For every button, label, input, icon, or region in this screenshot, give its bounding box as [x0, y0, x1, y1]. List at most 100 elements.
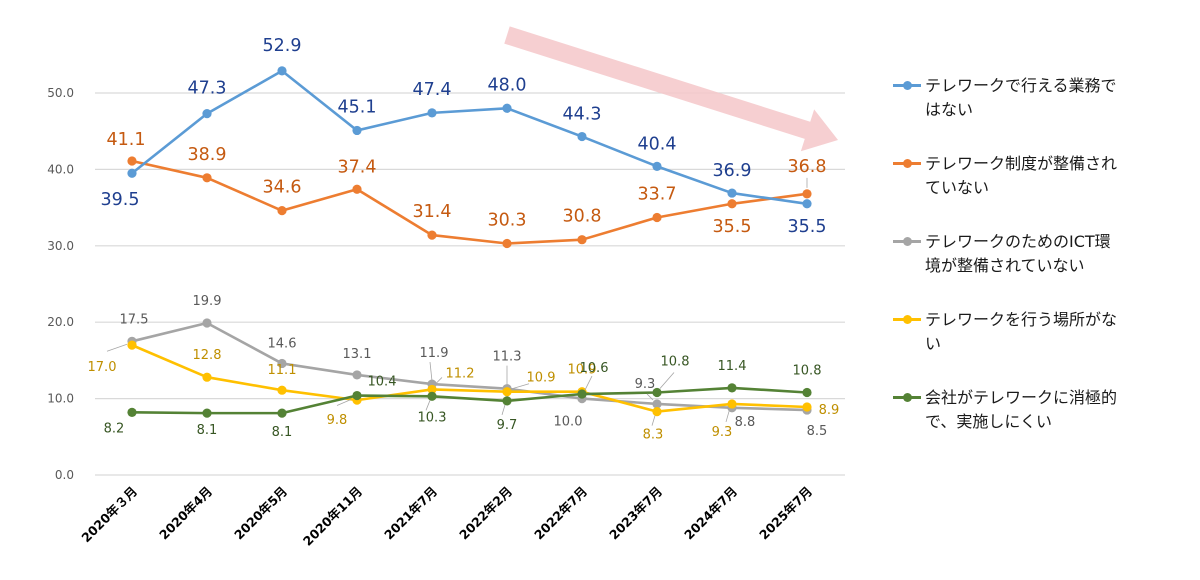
data-label: 47.4	[413, 80, 452, 100]
legend-label: 会社がテレワークに消極的 で、実施しにくい	[925, 388, 1118, 431]
data-label: 10.9	[527, 371, 556, 386]
data-label: 35.5	[713, 217, 752, 237]
data-label: 44.3	[563, 105, 602, 125]
data-label: 39.5	[101, 190, 140, 210]
legend: テレワークで行える業務で はない テレワーク制度が整備され ていない テレワークのた…	[893, 74, 1193, 464]
x-tick-label: 2021年7月	[381, 484, 440, 543]
data-point	[127, 407, 137, 417]
data-point	[502, 238, 512, 249]
x-tick-label: 2020年5月	[231, 484, 290, 543]
data-point	[277, 408, 287, 418]
x-tick-label: 2024年7月	[681, 484, 740, 543]
legend-label: テレワークのためのICT環 境が整備されていない	[925, 232, 1111, 275]
data-label: 11.1	[268, 363, 297, 378]
data-point	[577, 389, 587, 399]
data-label: 45.1	[338, 97, 377, 117]
data-label: 48.0	[488, 75, 527, 95]
legend-key-line-marker-icon	[893, 74, 925, 96]
data-point	[502, 103, 512, 113]
data-label: 11.4	[718, 359, 747, 374]
leader-line	[646, 393, 654, 401]
data-point	[577, 235, 587, 245]
legend-item-no-place[interactable]: テレワークを行う場所がない	[893, 308, 1193, 386]
data-label: 10.9	[568, 363, 597, 378]
data-label: 41.1	[107, 130, 146, 150]
data-label: 11.2	[446, 366, 475, 381]
data-label: 8.2	[104, 421, 125, 436]
gridlines	[95, 92, 845, 476]
x-tick-label: 2020年11月	[300, 484, 365, 549]
data-label: 9.3	[635, 377, 656, 392]
x-axis: 2020年３月 2020年4月 2020年5月 2020年11月 2021年7月 2022…	[78, 484, 815, 549]
leader-line	[336, 399, 352, 406]
data-label: 10.6	[580, 361, 609, 376]
data-label: 9.7	[497, 418, 518, 433]
data-point	[802, 387, 812, 398]
data-point	[727, 188, 737, 198]
data-point	[277, 206, 287, 216]
leader-line	[106, 343, 128, 352]
y-tick-label: 10.0	[47, 392, 74, 406]
data-label: 8.8	[735, 415, 756, 430]
data-label: 12.8	[193, 348, 222, 363]
data-label: 37.4	[338, 157, 377, 177]
leader-line	[435, 377, 443, 384]
data-point	[652, 399, 662, 409]
data-label: 14.6	[268, 336, 297, 351]
data-point	[127, 168, 137, 178]
data-label: 30.8	[563, 207, 602, 227]
legend-key-line-marker-icon	[893, 386, 925, 408]
data-point	[727, 383, 737, 393]
data-point	[277, 66, 287, 76]
trend-arrow-shape	[504, 26, 838, 152]
data-point	[427, 384, 437, 395]
data-label: 34.6	[263, 178, 302, 198]
legend-key-line-marker-icon	[893, 152, 925, 174]
data-label: 8.3	[643, 428, 664, 443]
y-axis: 0.0 10.0 20.0 30.0 40.0 50.0	[47, 86, 74, 482]
data-point	[727, 399, 737, 409]
legend-item-no-ict[interactable]: テレワークのためのICT環 境が整備されていない	[893, 230, 1193, 308]
x-tick-label: 2020年4月	[156, 484, 215, 543]
data-point	[352, 184, 362, 194]
data-point	[577, 131, 587, 142]
data-point	[202, 109, 212, 119]
x-tick-label: 2022年2月	[456, 484, 515, 543]
data-label: 40.4	[638, 134, 677, 154]
data-label: 52.9	[263, 36, 302, 56]
data-point	[127, 156, 137, 166]
data-point	[427, 230, 437, 240]
data-point	[352, 390, 362, 401]
data-point	[727, 199, 737, 209]
data-point	[277, 358, 287, 369]
data-label: 36.8	[788, 157, 827, 177]
data-point	[352, 370, 362, 380]
data-point	[652, 387, 662, 398]
data-label: 11.3	[493, 350, 522, 365]
data-point	[502, 396, 512, 406]
series-line	[131, 321, 808, 412]
x-tick-label: 2025年7月	[756, 484, 815, 543]
data-label: 8.5	[807, 424, 828, 439]
data-label: 10.4	[368, 375, 397, 390]
leader-line	[659, 372, 675, 389]
data-point	[202, 318, 212, 328]
data-point	[127, 340, 137, 350]
series-company-reluctant	[127, 383, 812, 418]
data-label: 8.1	[197, 423, 218, 438]
data-point	[802, 199, 812, 209]
legend-item-not-teleworkable[interactable]: テレワークで行える業務で はない	[893, 74, 1193, 152]
data-label: 10.8	[661, 354, 690, 369]
data-label: 11.9	[420, 346, 449, 361]
x-tick-label: 2020年３月	[78, 484, 140, 546]
data-label: 17.0	[88, 360, 117, 375]
y-tick-label: 40.0	[47, 162, 74, 176]
y-tick-label: 20.0	[47, 315, 74, 329]
data-point	[802, 189, 812, 199]
data-label: 47.3	[188, 79, 227, 99]
legend-label: テレワークを行う場所がない	[925, 310, 1118, 353]
data-point	[352, 125, 362, 136]
legend-item-company-reluctant[interactable]: 会社がテレワークに消極的 で、実施しにくい	[893, 386, 1193, 464]
legend-item-no-system[interactable]: テレワーク制度が整備され ていない	[893, 152, 1193, 230]
